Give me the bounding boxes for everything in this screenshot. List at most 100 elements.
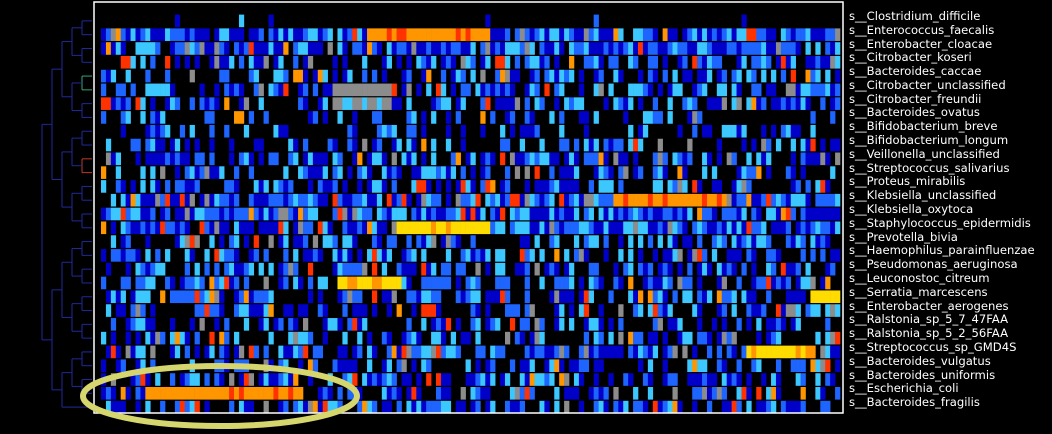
heatmap-cell	[283, 262, 289, 276]
heatmap-cell	[559, 166, 565, 179]
row-label: s__Clostridium_difficile	[849, 8, 981, 23]
heatmap-cell	[440, 166, 447, 179]
heatmap-cell	[825, 331, 831, 345]
heatmap-cell	[465, 373, 471, 386]
heatmap-cell	[238, 290, 245, 304]
heatmap-cell	[490, 345, 496, 359]
heatmap-cell	[440, 55, 447, 69]
heatmap-cell	[214, 249, 220, 262]
heatmap-cell	[672, 28, 678, 41]
heatmap-cell	[357, 207, 363, 221]
heatmap-cell	[224, 28, 230, 41]
heatmap-cell	[243, 304, 250, 317]
heatmap-cell	[761, 373, 767, 386]
heatmap-cell	[209, 152, 215, 166]
heatmap-cell	[731, 180, 737, 193]
heatmap-cell	[514, 221, 521, 235]
heatmap-cell	[386, 290, 392, 304]
heatmap-cell	[830, 138, 836, 152]
heatmap-cell	[495, 83, 501, 97]
heatmap-cell	[322, 152, 328, 166]
heatmap-cell	[347, 221, 353, 235]
heatmap-cell	[751, 193, 757, 207]
heatmap-cell	[667, 373, 673, 386]
heatmap-cell	[682, 166, 688, 179]
heatmap-cell	[135, 290, 141, 304]
heatmap-cell	[174, 166, 181, 179]
heatmap-cell	[110, 42, 117, 55]
heatmap-cell	[687, 262, 693, 276]
heatmap-cell	[495, 221, 501, 235]
heatmap-cell	[480, 111, 486, 124]
heatmap-cell	[150, 304, 156, 317]
heatmap-cell	[692, 55, 698, 69]
heatmap-cell	[490, 42, 496, 55]
heatmap-cell	[253, 28, 259, 41]
heatmap-cell	[756, 387, 762, 400]
heatmap-cell	[790, 318, 796, 331]
heatmap-cell	[672, 42, 678, 55]
heatmap-cell	[608, 290, 614, 304]
heatmap-cell	[529, 111, 535, 124]
heatmap-cell	[214, 193, 220, 207]
heatmap-cell	[209, 138, 215, 152]
heatmap-cell	[298, 235, 304, 248]
heatmap-cell	[460, 69, 466, 83]
heatmap-cell	[780, 69, 787, 83]
heatmap-cell	[830, 373, 836, 386]
heatmap-cell	[554, 387, 560, 400]
heatmap-cell	[174, 345, 181, 359]
heatmap-cell	[357, 304, 363, 317]
heatmap-cell	[391, 193, 397, 207]
heatmap-cell	[721, 42, 727, 55]
heatmap-cell	[534, 193, 540, 207]
heatmap-cell	[820, 28, 826, 41]
heatmap-cell	[598, 152, 604, 166]
heatmap-cell	[706, 124, 713, 138]
heatmap-cell	[697, 180, 703, 193]
heatmap-cell	[751, 221, 757, 235]
heatmap-cell	[667, 235, 673, 248]
heatmap-cell	[105, 290, 112, 304]
heatmap-cell	[746, 387, 752, 400]
heatmap-cell	[302, 193, 309, 207]
heatmap-cell	[795, 97, 801, 110]
heatmap-cell	[578, 249, 585, 262]
heatmap-cell	[564, 387, 570, 400]
heatmap-cell	[564, 180, 570, 193]
heatmap-cell	[155, 331, 161, 345]
heatmap-cell	[731, 262, 737, 276]
heatmap-cell	[194, 55, 200, 69]
heatmap-cell	[603, 28, 609, 41]
heatmap-cell	[618, 249, 624, 262]
heatmap-cell	[721, 97, 727, 110]
heatmap-cell	[396, 400, 402, 414]
heatmap-cell	[263, 304, 269, 317]
heatmap-cell	[741, 180, 747, 193]
heatmap-cell	[440, 97, 447, 110]
heatmap-cell	[115, 345, 122, 359]
heatmap-cell	[199, 221, 205, 235]
heatmap-cell	[569, 387, 575, 400]
heatmap-cell	[519, 318, 525, 331]
heatmap-cell	[761, 138, 767, 152]
heatmap-cell	[593, 83, 599, 97]
heatmap-cell	[278, 69, 284, 83]
heatmap-cell	[830, 221, 836, 235]
heatmap-cell	[554, 249, 560, 262]
heatmap-cell	[529, 193, 535, 207]
heatmap-cell	[352, 276, 358, 290]
heatmap-cell	[396, 345, 402, 359]
heatmap-cell	[559, 83, 565, 97]
heatmap-cell	[298, 83, 304, 97]
heatmap-cell	[588, 345, 594, 359]
heatmap-cell	[697, 83, 703, 97]
heatmap-cell	[593, 193, 599, 207]
heatmap-cell	[352, 111, 358, 124]
heatmap-cell	[504, 42, 511, 55]
heatmap-cell	[204, 166, 210, 179]
heatmap-cell	[174, 235, 181, 248]
heatmap-cell	[638, 235, 644, 248]
heatmap-cell	[120, 207, 126, 221]
heatmap-cell	[337, 83, 343, 97]
